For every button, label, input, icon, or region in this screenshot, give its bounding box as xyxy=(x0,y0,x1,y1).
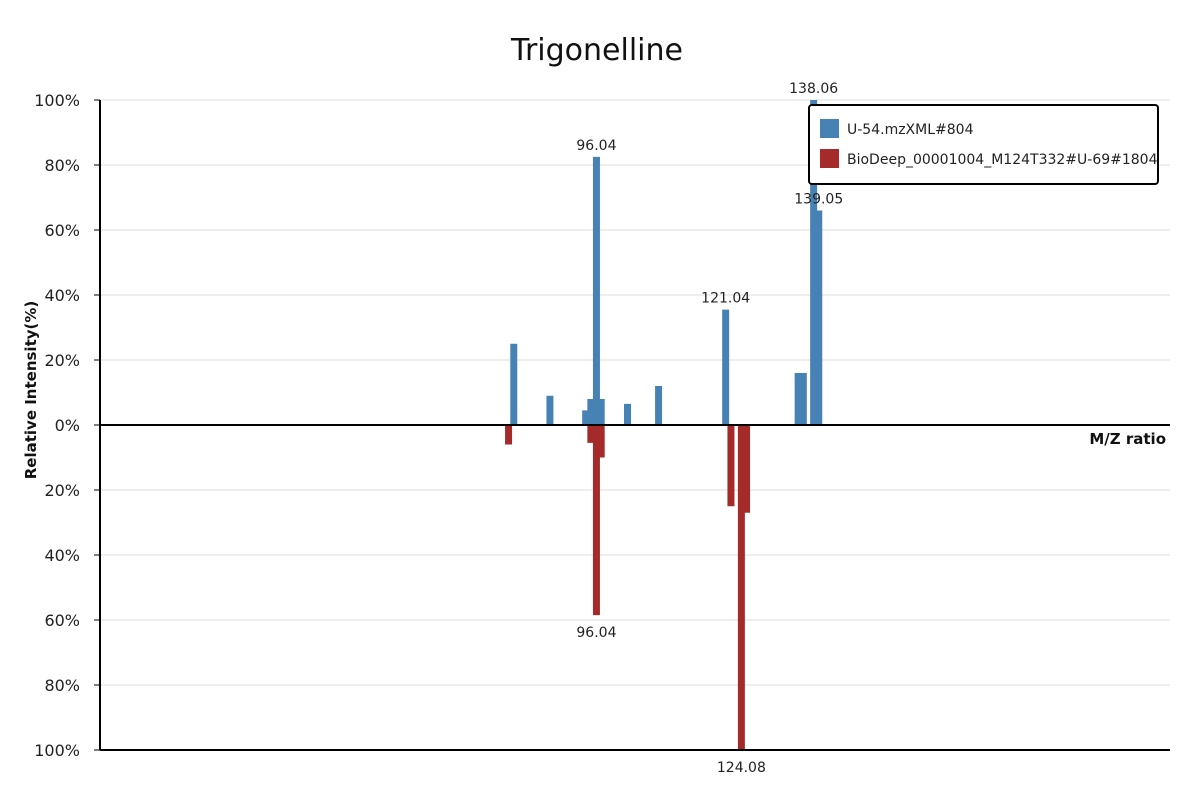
y-tick-label: 20% xyxy=(44,351,80,370)
y-tick-label: 40% xyxy=(44,286,80,305)
y-tick-label: 80% xyxy=(44,676,80,695)
axis-layer: 100% 80% 60% 40% 20% 0% 20% 40% 60% 80% 100% xyxy=(34,91,1170,760)
reference-peak-bar xyxy=(592,425,600,616)
bars-layer xyxy=(505,100,823,750)
query-peak-label: 96.04 xyxy=(576,138,616,154)
reference-peak-bar xyxy=(505,425,513,445)
query-peak-bar xyxy=(722,309,730,425)
query-peak-bar xyxy=(597,399,605,425)
reference-peak-bar xyxy=(587,425,595,443)
y-tick-label: 0% xyxy=(55,416,80,435)
reference-peak-label: 96.04 xyxy=(576,625,616,641)
query-peak-bar xyxy=(799,373,807,425)
reference-peak-label: 124.08 xyxy=(717,760,766,776)
y-tick-label: 100% xyxy=(34,91,80,110)
y-tick-label: 100% xyxy=(34,741,80,760)
reference-peak-bar xyxy=(743,425,751,513)
reference-peak-bar xyxy=(727,425,735,507)
query-peak-label: 139.05 xyxy=(794,192,843,208)
y-axis-label: Relative Intensity(%) xyxy=(22,301,40,480)
x-axis-label: M/Z ratio xyxy=(1089,430,1166,448)
y-tick-label: 60% xyxy=(44,611,80,630)
y-tick-label: 40% xyxy=(44,546,80,565)
labels-layer: 96.04 121.04 138.06 139.05 96.04 124.08 xyxy=(576,81,843,776)
reference-peak-bar xyxy=(597,425,605,458)
query-peak-bar xyxy=(582,410,590,425)
query-peak-bar xyxy=(592,156,600,425)
legend-entry-query: U-54.mzXML#804 xyxy=(847,122,974,138)
query-peak-bar xyxy=(815,210,823,425)
query-peak-bar xyxy=(510,343,518,425)
legend-swatch-query xyxy=(820,119,839,138)
legend-entry-reference: BioDeep_00001004_M124T332#U-69#1804 xyxy=(847,152,1158,168)
reference-peak-bar xyxy=(737,425,745,750)
y-tick-label: 20% xyxy=(44,481,80,500)
legend-swatch-reference xyxy=(820,149,839,168)
legend-box xyxy=(808,104,1159,185)
legend: U-54.mzXML#804 BioDeep_00001004_M124T332… xyxy=(808,104,1159,185)
query-peak-bar xyxy=(655,386,663,425)
chart-title: Trigonelline xyxy=(510,33,683,68)
query-peak-bar xyxy=(546,395,554,425)
query-peak-label: 138.06 xyxy=(789,81,838,97)
y-tick-label: 80% xyxy=(44,156,80,175)
query-peak-bar xyxy=(810,100,818,425)
query-peak-label: 121.04 xyxy=(701,291,750,307)
query-peak-bar xyxy=(624,403,632,425)
query-peak-bar xyxy=(794,373,802,425)
y-tick-label: 60% xyxy=(44,221,80,240)
query-peak-bar xyxy=(587,399,595,425)
